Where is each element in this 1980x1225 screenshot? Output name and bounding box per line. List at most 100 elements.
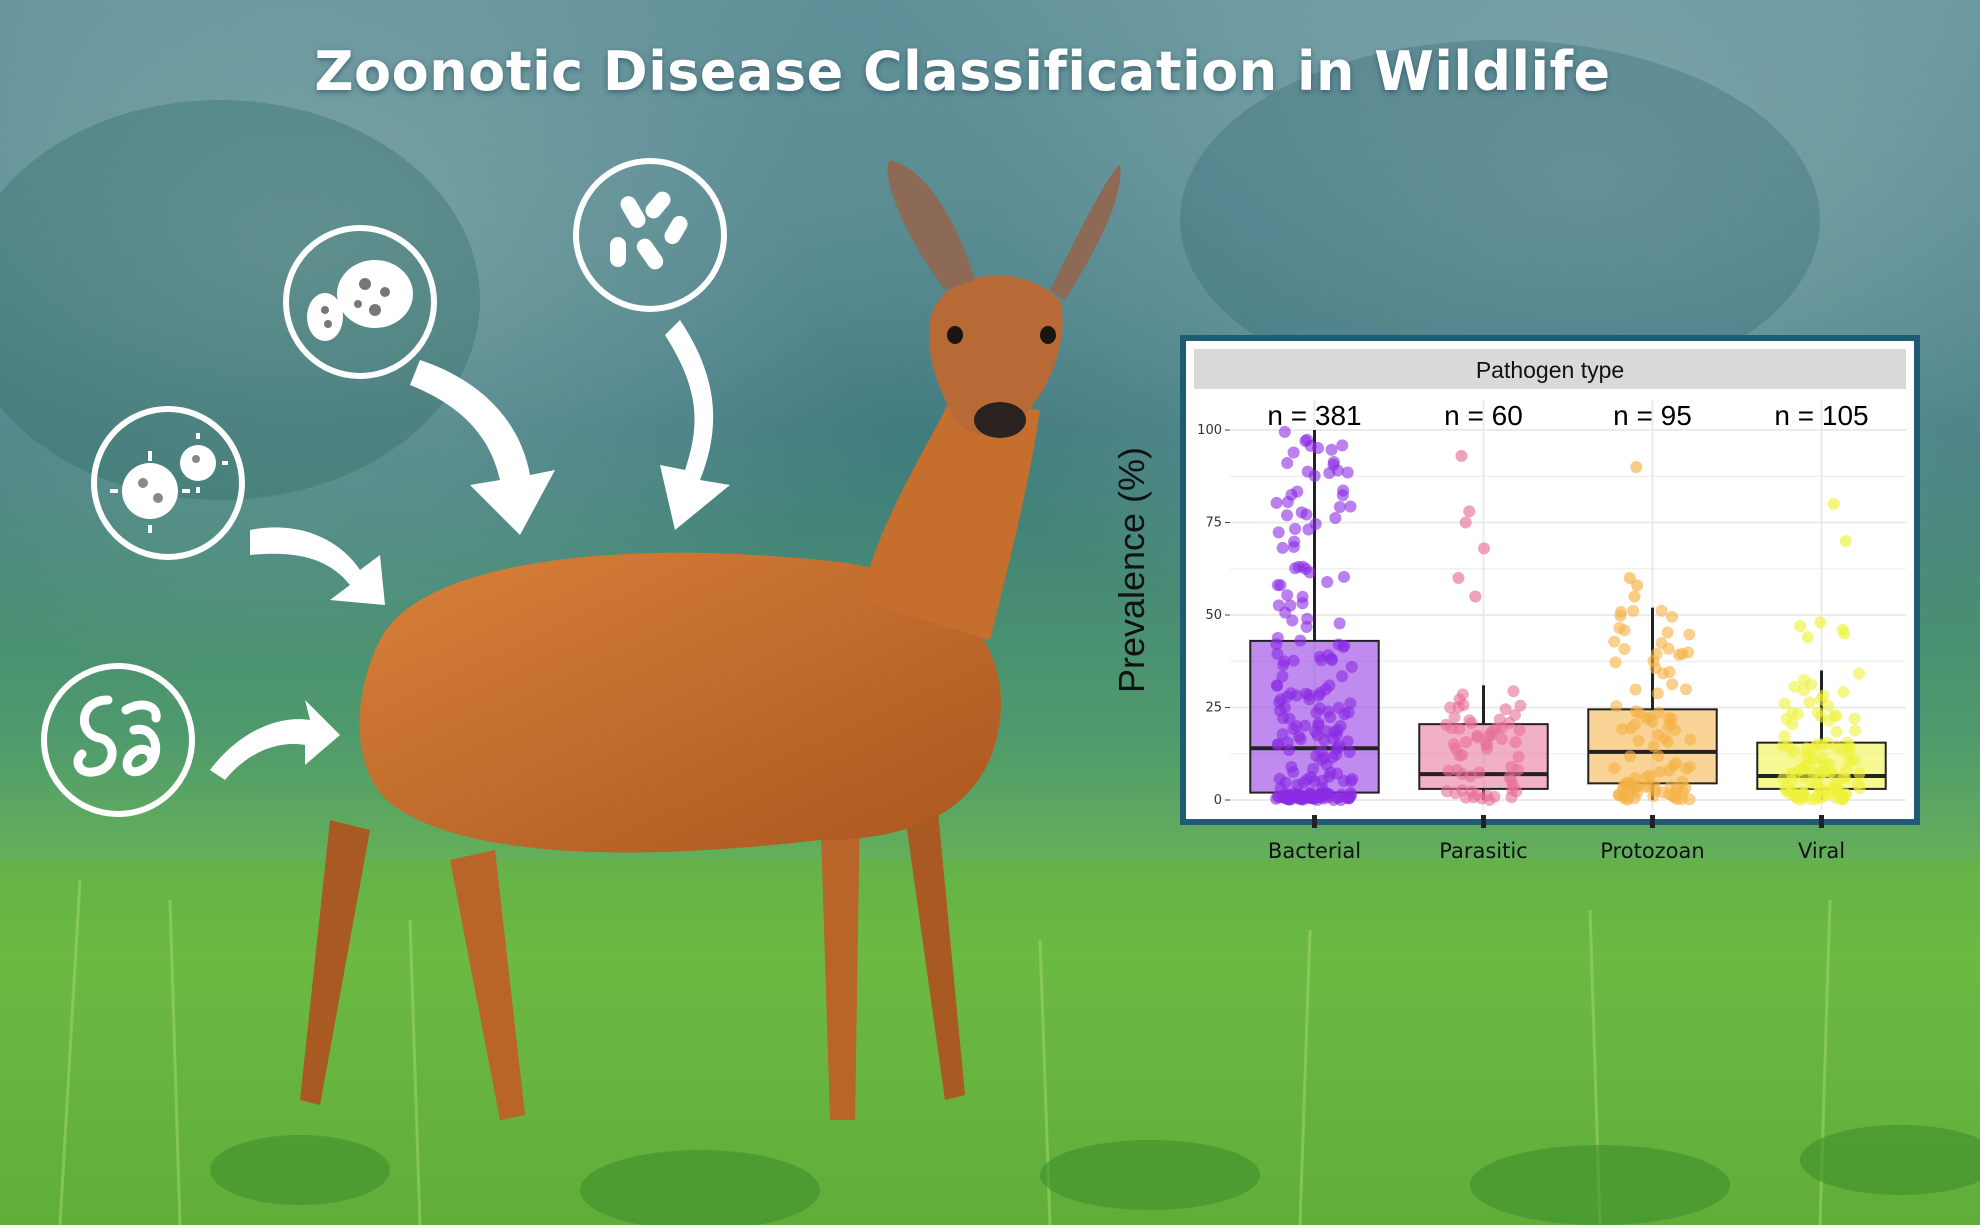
data-point: [1786, 707, 1799, 720]
data-point: [1276, 541, 1289, 554]
data-point: [1440, 718, 1453, 731]
data-point: [1286, 614, 1299, 627]
data-point: [1463, 714, 1476, 727]
data-point: [1817, 689, 1830, 702]
data-point: [1669, 724, 1682, 737]
data-point: [1837, 686, 1850, 699]
y-axis-title: Prevalence (%): [1111, 447, 1152, 693]
deer-illustration: [300, 160, 1121, 1120]
data-point: [1627, 604, 1640, 617]
data-point: [1272, 526, 1285, 539]
data-point: [1675, 793, 1688, 806]
data-point: [1836, 744, 1849, 757]
data-point: [1317, 792, 1330, 805]
virus-icon: [91, 406, 245, 560]
data-point: [1797, 684, 1810, 697]
data-point: [1608, 635, 1621, 648]
data-point: [1287, 446, 1300, 459]
data-point: [1325, 653, 1338, 666]
x-tick-label: Parasitic: [1439, 839, 1527, 863]
data-point: [1613, 789, 1626, 802]
outlier-point: [1628, 590, 1641, 603]
data-point: [1316, 774, 1329, 787]
data-point: [1322, 705, 1335, 718]
data-point: [1843, 755, 1856, 768]
data-point: [1281, 509, 1294, 522]
data-point: [1657, 667, 1670, 680]
data-point: [1345, 660, 1358, 673]
data-point: [1816, 738, 1829, 751]
y-tick-label: 75: [1205, 516, 1222, 531]
data-point: [1321, 576, 1334, 589]
data-point: [1780, 785, 1793, 798]
data-point: [1489, 722, 1502, 735]
data-point: [1652, 706, 1665, 719]
data-point: [1786, 718, 1799, 731]
outlier-point: [1839, 535, 1852, 547]
data-point: [1296, 590, 1309, 603]
data-point: [1313, 650, 1326, 663]
data-point: [1483, 793, 1496, 806]
data-point: [1344, 500, 1357, 513]
data-point: [1650, 648, 1663, 661]
data-point: [1803, 696, 1816, 709]
facet-strip-label: Pathogen type: [1476, 357, 1624, 383]
x-tick-label: Viral: [1798, 839, 1845, 863]
data-point: [1679, 782, 1692, 795]
outlier-point: [1827, 498, 1840, 510]
data-point: [1789, 767, 1802, 780]
data-point: [1323, 467, 1336, 480]
data-point: [1654, 765, 1667, 778]
data-point: [1676, 647, 1689, 660]
data-point: [1514, 699, 1527, 712]
data-point: [1447, 738, 1460, 751]
data-point: [1641, 779, 1654, 792]
data-point: [1303, 791, 1316, 804]
data-point: [1325, 443, 1338, 456]
data-point: [1658, 732, 1671, 745]
data-point: [1315, 745, 1328, 758]
outlier-point: [1801, 631, 1814, 644]
data-point: [1453, 749, 1466, 762]
protozoa-icon: [283, 225, 437, 379]
data-point: [1294, 634, 1307, 647]
facet-strip: [1194, 349, 1906, 389]
data-point: [1333, 500, 1346, 513]
data-point: [1661, 626, 1674, 639]
data-point: [1276, 728, 1289, 741]
x-tick-label: Bacterial: [1268, 839, 1361, 863]
data-point: [1288, 535, 1301, 548]
data-point: [1444, 701, 1457, 714]
data-point: [1853, 782, 1866, 795]
data-point: [1628, 718, 1641, 731]
data-point: [1651, 687, 1664, 700]
data-point: [1512, 763, 1525, 776]
data-point: [1460, 735, 1473, 748]
data-point: [1300, 620, 1313, 633]
data-point: [1480, 739, 1493, 752]
data-point: [1624, 750, 1637, 763]
data-point: [1499, 703, 1512, 716]
group-count-label: n = 95: [1613, 400, 1692, 431]
outlier-point: [1631, 579, 1644, 592]
data-point: [1618, 624, 1631, 637]
data-point: [1270, 496, 1283, 509]
data-point: [1798, 673, 1811, 686]
data-point: [1495, 732, 1508, 745]
data-point: [1336, 439, 1349, 452]
data-point: [1614, 609, 1627, 622]
parasite-worm-icon: [41, 663, 195, 817]
group-counts: n = 381 n = 60 n = 95 n = 105: [1267, 400, 1868, 431]
data-point: [1272, 738, 1285, 751]
data-point: [1813, 783, 1826, 796]
data-point: [1301, 465, 1314, 478]
data-point: [1853, 667, 1866, 680]
data-point: [1853, 767, 1866, 780]
data-point: [1338, 570, 1351, 583]
data-point: [1314, 686, 1327, 699]
data-point: [1285, 488, 1298, 501]
data-point: [1778, 730, 1791, 743]
data-point: [1684, 733, 1697, 746]
data-point: [1332, 701, 1345, 714]
